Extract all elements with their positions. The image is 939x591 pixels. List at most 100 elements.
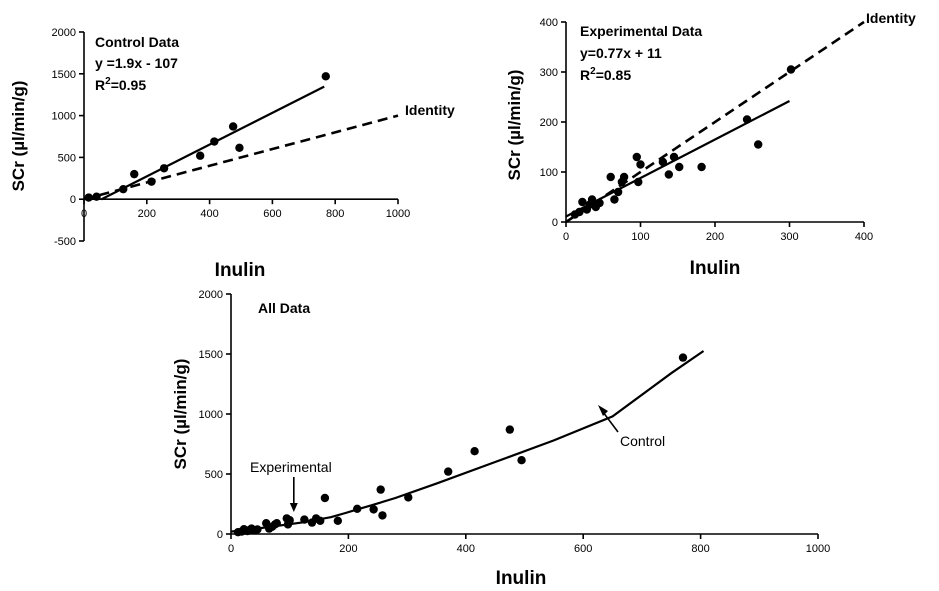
data-point [470, 447, 479, 456]
identity-line [83, 114, 399, 201]
x-tick-label: 1000 [806, 543, 830, 555]
data-point [300, 515, 309, 524]
data-point [505, 425, 515, 434]
data-point [517, 456, 526, 465]
data-point [376, 485, 385, 494]
data-point [632, 152, 641, 162]
data-point [320, 493, 330, 503]
x-tick-label: 200 [138, 208, 156, 220]
data-point [228, 122, 238, 131]
data-point [658, 157, 668, 167]
data-point [195, 151, 205, 160]
data-point [595, 198, 604, 208]
data-point [316, 516, 325, 525]
y-tick-label: 1000 [199, 409, 223, 421]
r-squared-label: R2=0.95 [95, 76, 146, 93]
data-point [636, 160, 645, 169]
x-axis-label: Inulin [690, 258, 741, 279]
data-point [613, 187, 623, 197]
control-arrow-shaft [602, 411, 619, 433]
y-tick-label: 1500 [199, 349, 223, 361]
y-tick-label: -500 [54, 236, 76, 248]
data-point [754, 140, 763, 149]
data-point [610, 195, 619, 204]
y-tick-label: 2000 [199, 289, 223, 301]
data-point [253, 525, 262, 534]
identity-label: Identity [405, 102, 455, 118]
data-point [575, 207, 584, 217]
x-tick-label: 0 [228, 543, 234, 555]
data-point [369, 505, 378, 514]
panel-title: Control Data [95, 34, 179, 50]
y-tick-label: 500 [205, 469, 223, 481]
control-label: Control [620, 433, 665, 449]
equation-label: y=0.77x + 11 [580, 45, 662, 61]
data-point [147, 177, 156, 186]
r-squared-label: R2=0.85 [580, 66, 631, 83]
experimental-data-panel: 0 100 200 300 400 0 100 200 300 400 Inulin SCr (µl/… [505, 10, 916, 279]
data-point [587, 195, 597, 204]
data-point [210, 137, 219, 146]
y-axis-label: SCr (µl/min/g) [171, 359, 190, 470]
y-axis-label: SCr (µl/min/g) [9, 81, 28, 192]
data-point [697, 162, 706, 172]
x-tick-label: 800 [691, 543, 709, 555]
experimental-arrowhead [289, 503, 298, 512]
data-point [321, 72, 330, 81]
x-tick-label: 300 [780, 231, 798, 243]
data-point [606, 172, 615, 182]
y-tick-label: 2000 [52, 27, 76, 39]
data-point [333, 516, 343, 525]
panel-title: All Data [258, 300, 310, 316]
y-axis-label: SCr (µl/min/g) [505, 70, 524, 181]
data-point [678, 353, 688, 362]
data-point [92, 192, 101, 201]
x-tick-label: 0 [81, 208, 87, 220]
y-tick-label: 1000 [52, 111, 76, 123]
data-point [675, 162, 684, 172]
y-tick-label: 100 [540, 167, 558, 179]
data-point [404, 493, 413, 502]
data-point [130, 169, 139, 179]
control-data-panel: 0 200 400 600 800 1000 -500 0 500 1000 1500 2000 Inu… [9, 27, 455, 281]
all-data-panel: 0 200 400 600 800 1000 0 500 1000 1500 2000 Inulin S… [171, 289, 830, 589]
y-tick-label: 400 [540, 17, 558, 29]
control-arrowhead [598, 405, 608, 416]
y-tick-label: 300 [540, 67, 558, 79]
data-point [119, 184, 128, 194]
data-point [619, 172, 629, 182]
x-tick-label: 600 [574, 543, 592, 555]
y-tick-label: 0 [70, 194, 76, 206]
data-point [353, 504, 362, 513]
x-tick-label: 400 [855, 231, 873, 243]
data-point [742, 115, 752, 124]
x-tick-label: 600 [263, 208, 281, 220]
data-point [664, 170, 674, 179]
data-point [84, 193, 93, 202]
x-tick-label: 1000 [386, 208, 410, 220]
x-tick-label: 0 [563, 231, 569, 243]
data-point [159, 164, 169, 173]
data-point [235, 143, 244, 152]
identity-line [565, 20, 865, 224]
x-tick-label: 400 [457, 543, 475, 555]
panel-title: Experimental Data [580, 23, 702, 39]
x-tick-label: 200 [339, 543, 357, 555]
x-tick-label: 200 [706, 231, 724, 243]
data-point [378, 511, 387, 520]
x-tick-label: 400 [200, 208, 218, 220]
x-tick-label: 800 [326, 208, 344, 220]
data-point [786, 65, 796, 74]
y-tick-label: 1500 [52, 69, 76, 81]
experimental-label: Experimental [250, 459, 332, 475]
identity-label: Identity [866, 10, 916, 26]
data-point [285, 516, 294, 525]
y-tick-label: 500 [58, 152, 76, 164]
y-tick-label: 0 [552, 217, 558, 229]
data-point [669, 152, 679, 162]
data-point [272, 519, 281, 528]
data-point [578, 197, 587, 207]
y-tick-label: 200 [540, 117, 558, 129]
x-axis-label: Inulin [215, 260, 266, 281]
